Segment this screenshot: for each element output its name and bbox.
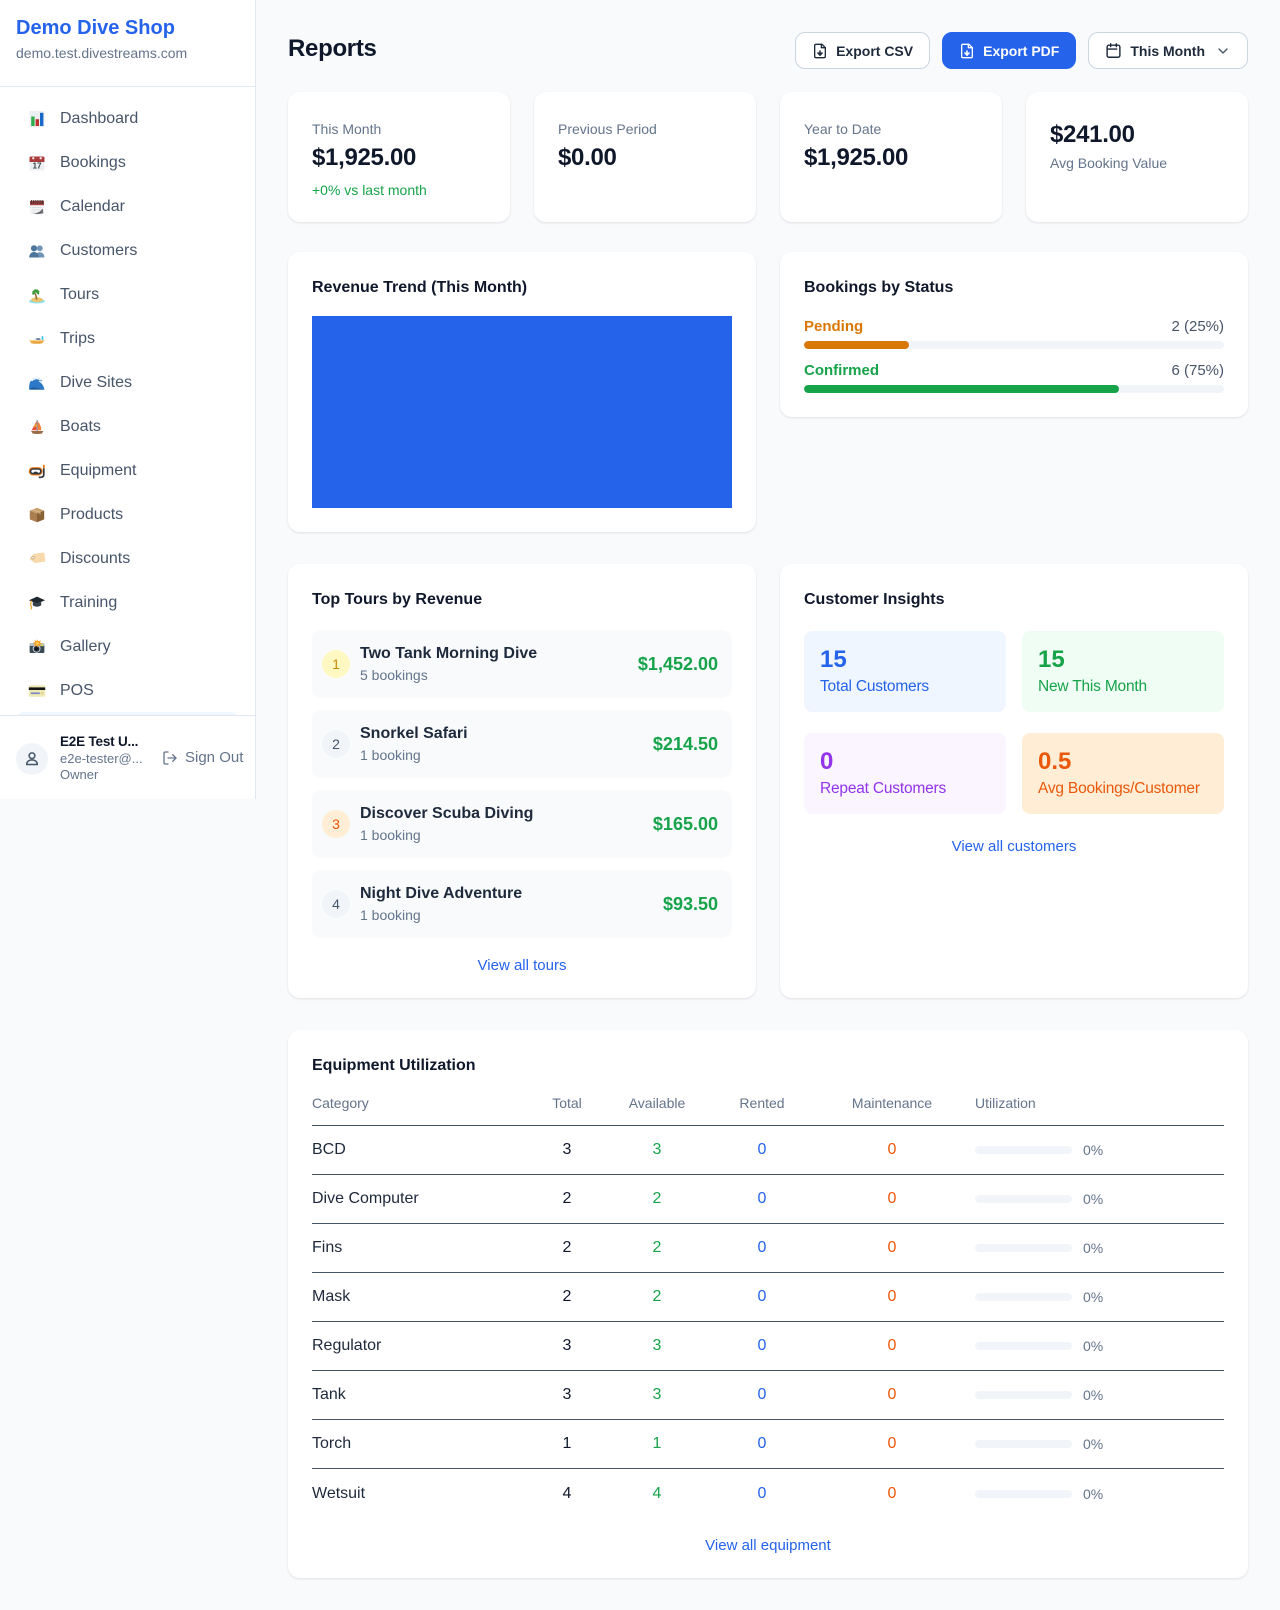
svg-text:17: 17 bbox=[32, 162, 42, 171]
